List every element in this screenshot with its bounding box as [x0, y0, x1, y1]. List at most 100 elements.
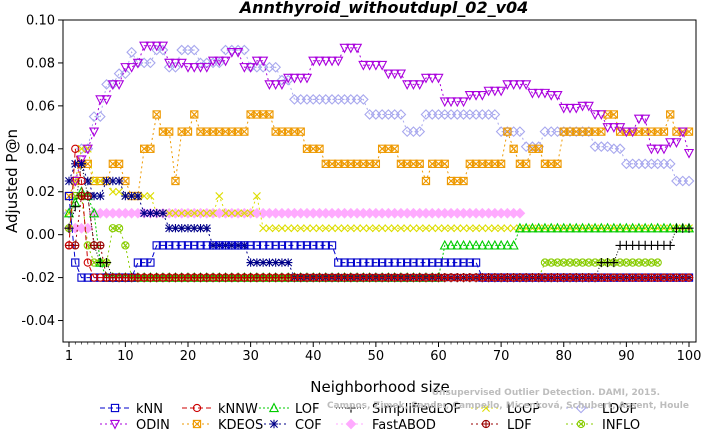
- data-point-kdeos-part: [221, 127, 230, 136]
- data-point-knn-part: [371, 258, 381, 267]
- data-point-loop: [334, 224, 343, 233]
- legend-marker-inflo-part: [576, 419, 586, 429]
- data-point-loop: [146, 192, 155, 201]
- data-point-cof: [190, 224, 199, 233]
- data-point-loop: [340, 224, 349, 233]
- data-point-inflo: [634, 258, 644, 267]
- data-point-kdeos-part: [233, 127, 243, 136]
- data-point-inflo: [641, 258, 650, 267]
- data-point-kdeos-part: [152, 110, 161, 119]
- legend-marker-kdeos-part: [193, 420, 201, 428]
- data-point-odin-part: [320, 56, 331, 67]
- data-point-kdeos-part: [421, 176, 431, 186]
- plot-area: [63, 41, 695, 283]
- data-point-odin-part: [364, 60, 375, 71]
- data-point-knnw: [446, 273, 456, 282]
- data-point-kdeos-part: [165, 127, 174, 136]
- data-point-loop: [234, 209, 243, 218]
- data-point-knn-part: [302, 241, 312, 250]
- data-point-kdeos-part: [666, 110, 675, 119]
- data-point-kdeos-part: [434, 159, 443, 168]
- legend-marker-knn-part: [110, 403, 120, 413]
- data-point-loop: [83, 144, 92, 153]
- data-point-knnw: [578, 273, 587, 282]
- data-point-cof-part: [121, 191, 130, 201]
- data-point-cof-part: [227, 241, 237, 250]
- data-point-knnw: [603, 273, 612, 282]
- data-point-knn: [284, 241, 293, 250]
- legend-label-simplifiedlof: SimplifiedLOF: [372, 402, 461, 417]
- data-point-kdeos-part: [659, 127, 669, 136]
- data-point-inflo-part: [565, 258, 575, 267]
- data-point-odin: [95, 95, 106, 106]
- x-tick-label: 50: [368, 349, 385, 364]
- data-point-knnw-part: [177, 273, 186, 282]
- data-point-knnw: [428, 273, 437, 282]
- data-point-odin-part: [420, 73, 432, 84]
- data-point-knnw-part: [346, 273, 355, 282]
- data-point-odin-part: [646, 144, 657, 155]
- data-point-loop: [171, 209, 180, 218]
- data-point-knnw: [534, 273, 543, 282]
- data-point-kdeos-part: [171, 176, 180, 186]
- data-point-kdeos-part: [196, 127, 205, 136]
- data-point-loop-part: [177, 209, 186, 218]
- data-point-ldof: [395, 109, 407, 120]
- legend-label-loop: LoOP: [507, 402, 540, 417]
- data-point-ldof-part: [664, 158, 676, 170]
- data-point-knnw: [478, 273, 487, 282]
- data-point-odin: [383, 69, 394, 80]
- data-point-odin: [496, 86, 507, 97]
- data-point-cof: [64, 176, 74, 186]
- data-point-odin: [207, 56, 219, 67]
- data-point-kdeos-part: [572, 127, 581, 136]
- data-point-loop: [284, 224, 293, 233]
- data-point-cof: [271, 258, 280, 267]
- data-point-knn: [83, 273, 92, 282]
- data-point-inflo: [622, 258, 631, 267]
- data-point-lof: [527, 222, 538, 233]
- data-point-kdeos-part: [440, 159, 449, 168]
- data-point-odin: [113, 80, 125, 90]
- data-point-loop: [296, 224, 305, 233]
- data-point-odin-part: [95, 95, 106, 106]
- data-point-ldof: [126, 46, 138, 58]
- data-point-odin-part: [470, 90, 482, 101]
- data-point-lof: [608, 222, 619, 233]
- data-point-loop-part: [403, 224, 412, 233]
- data-point-odin: [389, 69, 400, 80]
- data-point-kdeos-part: [390, 144, 399, 153]
- data-point-lof-part: [539, 222, 551, 233]
- data-point-odin-part: [489, 86, 500, 97]
- legend-label-knn: kNN: [136, 402, 163, 417]
- data-point-odin-part: [113, 80, 125, 90]
- data-point-loop-part: [240, 209, 249, 218]
- data-point-kdeos-part: [190, 110, 199, 119]
- data-point-odin-part: [402, 80, 413, 90]
- data-point-simplifiedlof: [70, 202, 80, 212]
- data-point-inflo: [653, 258, 662, 267]
- data-point-kdeos-part: [515, 159, 525, 168]
- data-point-cof-part: [133, 191, 143, 201]
- data-point-loop-part: [296, 224, 305, 233]
- data-point-ldof: [602, 141, 613, 153]
- data-point-odin: [151, 41, 162, 52]
- data-point-kdeos: [496, 159, 506, 168]
- data-point-knn: [334, 258, 343, 267]
- data-point-knnw: [296, 273, 305, 282]
- data-point-inflo-part: [623, 259, 630, 266]
- data-point-knn: [271, 241, 280, 250]
- legend-marker-kdeos-part: [192, 419, 202, 429]
- data-point-odin: [502, 80, 513, 90]
- data-point-knn: [415, 258, 424, 267]
- data-point-ldf-part: [84, 192, 92, 200]
- data-point-inflo-part: [108, 224, 117, 233]
- data-point-cof: [146, 209, 155, 218]
- data-point-knnw: [221, 273, 230, 282]
- data-point-knnw: [390, 273, 399, 282]
- data-point-knnw: [628, 273, 637, 282]
- data-point-kdeos-part: [459, 177, 468, 185]
- data-point-knnw-part: [628, 273, 637, 282]
- data-point-inflo-part: [585, 259, 592, 266]
- data-point-loop: [378, 224, 387, 233]
